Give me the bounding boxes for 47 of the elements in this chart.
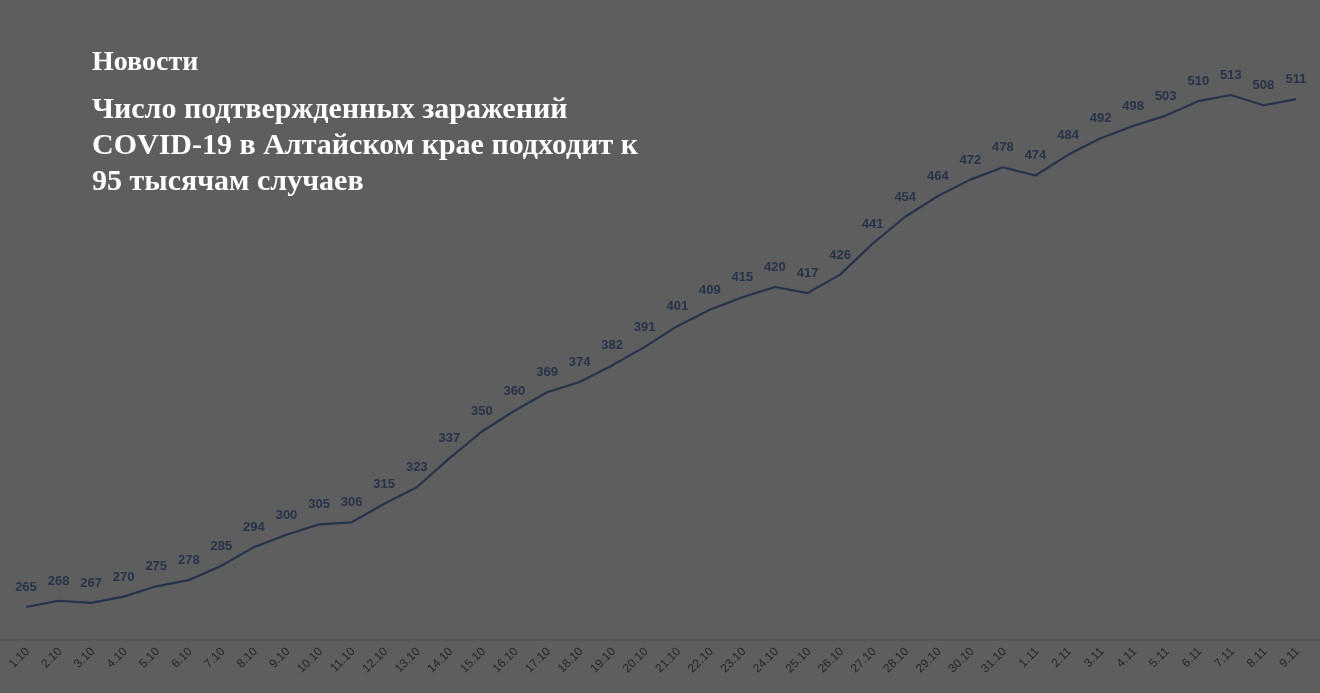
data-label: 474	[1024, 147, 1048, 163]
data-label: 350	[471, 403, 493, 419]
data-label: 323	[405, 459, 428, 475]
x-tick-label: 2.11	[1048, 643, 1075, 671]
data-label: 285	[210, 537, 233, 553]
text: Число подтвержденных заражений COVID-19 в Алтайском крае подходит к 95 тысячам случаев	[92, 91, 639, 196]
x-tick-label: 6.10	[168, 643, 196, 671]
data-label: 420	[764, 258, 786, 274]
data-label: 484	[1057, 126, 1080, 142]
data-label: 275	[145, 558, 168, 574]
data-label: 300	[275, 506, 298, 522]
data-label: 441	[861, 215, 884, 231]
data-label: 270	[112, 568, 135, 584]
data-label: 401	[666, 298, 689, 314]
data-label: 464	[926, 168, 950, 184]
data-label: 415	[731, 269, 754, 285]
data-label: 382	[601, 337, 624, 353]
text: Новости	[92, 45, 199, 76]
data-label: 472	[959, 151, 982, 167]
data-label: 391	[633, 318, 656, 334]
data-label: 315	[373, 475, 396, 491]
data-label: 503	[1154, 87, 1177, 103]
data-label: 492	[1089, 110, 1112, 126]
data-label: 417	[796, 265, 819, 281]
x-tick-label: 6.11	[1178, 643, 1205, 671]
x-tick-label: 8.10	[233, 643, 261, 671]
data-label: 426	[829, 246, 851, 262]
data-label: 498	[1122, 97, 1145, 113]
data-label: 454	[894, 188, 917, 204]
data-label: 508	[1252, 77, 1275, 93]
data-label: 513	[1220, 66, 1242, 82]
data-label: 265	[15, 578, 37, 594]
data-label: 278	[177, 552, 200, 568]
data-label: 478	[992, 139, 1014, 155]
data-label: 374	[568, 353, 592, 369]
data-label: 294	[243, 519, 266, 535]
data-label: 268	[47, 572, 70, 588]
data-label: 267	[80, 574, 102, 590]
data-label: 360	[503, 382, 526, 398]
data-label: 337	[438, 430, 461, 446]
data-label: 409	[698, 281, 721, 297]
x-tick-label: 5.11	[1146, 643, 1173, 671]
data-label: 510	[1187, 73, 1210, 89]
data-label: 306	[340, 494, 363, 510]
data-label: 511	[1285, 71, 1307, 87]
data-label: 305	[308, 496, 330, 512]
data-label: 369	[536, 364, 558, 380]
